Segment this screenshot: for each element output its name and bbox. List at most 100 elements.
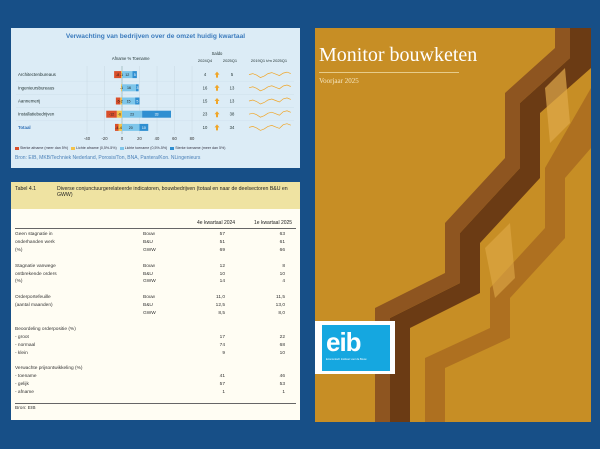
up-arrow-icon [214,84,220,91]
data-label: -8 [116,73,119,77]
x-tick-label: 80 [190,136,195,141]
chart-source: Bron: EIB, MKB/Techniek Nederland, Poros… [15,155,201,161]
table-row: - normaal 74 68 [11,343,300,350]
saldo-2024q4: 15 [203,99,208,104]
value-q4-2024: 57 [219,232,225,237]
up-arrow-icon [214,124,220,131]
data-label: -1 [120,73,123,77]
bar-lichte-toename [122,123,140,131]
table-row: Beoordeling orderpositie (%) [11,327,300,334]
bar-lichte-toename [122,84,136,92]
cover-subtitle: Voorjaar 2025 [319,77,359,85]
table-row: Stagnatie vanwege Bouw 12 8 [11,264,300,271]
value-q1-2025: 10 [279,271,285,277]
row-label: (%) [15,279,23,285]
table-row: - afname 1 1 [11,390,300,397]
data-label: -12 [109,113,114,117]
cover-title-rule [319,72,459,73]
table-row: (%) GWW 14 4 [11,279,300,286]
table-row: Verwachte prijsontwikkeling (%) [11,366,300,373]
table-row: GWW 8,5 8,0 [11,311,300,318]
up-arrow-icon [214,98,220,104]
data-label: 20 [129,126,133,130]
value-q1-2025: 10 [279,350,285,356]
value-q4-2024: 14 [219,279,225,285]
row-sector: GWW [143,279,156,285]
omzet-chart-panel: Verwachting van bedrijven over de omzet … [11,28,300,168]
value-q1-2025: 66 [279,247,285,253]
saldo-2025q1: 38 [230,112,235,117]
row-label: - toename [15,374,37,380]
data-label: 5 [134,73,136,77]
legend-entry: Sterke afname (meer dan 5%) [15,146,68,150]
data-label: -2 [120,99,123,103]
value-q4-2024: 10 [219,271,225,277]
row-sector: Bouw [143,232,155,237]
table-rule-top [15,228,296,229]
data-label: 3 [136,86,138,90]
data-label: -4 [115,126,118,130]
saldo-2025q1: 13 [230,85,235,90]
row-label: Totaal [18,125,31,130]
bar-lichte-afname [118,123,122,131]
value-q1-2025: 8,0 [278,311,285,316]
table-row: (aantal maanden) B&U 12,5 13,0 [11,303,300,310]
table-row: - toename 41 46 [11,374,300,381]
trend-sparkline [248,84,291,92]
value-q1-2025: 63 [279,232,285,237]
table-row: Orderportefeuille Bouw 11,0 11,5 [11,295,300,302]
data-label: -5 [116,99,119,103]
row-sector: B&U [143,271,153,277]
data-label: 15 [127,99,131,103]
row-label: ontbrekende orders [15,271,57,277]
data-label: -1 [120,86,123,90]
report-cover: Monitor bouwketen Voorjaar 2025 eib Econ… [315,28,591,422]
bar-sterke-afname [106,110,117,118]
value-q1-2025: 22 [279,334,285,340]
x-tick-label: 40 [155,136,160,141]
table-row: - gelijk 57 53 [11,382,300,389]
value-q4-2024: 51 [219,239,225,245]
row-label: - normaal [15,342,36,348]
bar-lichte-afname [120,97,122,105]
value-q4-2024: 57 [219,382,225,388]
row-sector: GWW [143,311,156,316]
x-tick-label: -40 [84,136,91,141]
legend-entry: Lichte afname (0,5%-5%) [71,146,117,150]
data-label: 33 [155,113,159,117]
bar-lichte-afname [116,110,122,118]
saldo-2025q1: 5 [231,72,234,77]
row-label: - klein [15,350,28,356]
value-q4-2024: 12 [219,263,225,269]
saldo-2024q4: 16 [203,85,208,90]
table-row: (%) GWW 69 66 [11,248,300,255]
value-q1-2025: 13,0 [275,303,285,309]
table-row [11,256,300,263]
row-label: Ingenieursbureaus [18,85,55,90]
bar-sterke-afname [115,123,119,131]
value-q4-2024: 17 [219,334,225,340]
value-q1-2025: 46 [279,374,285,380]
value-q4-2024: 1 [222,390,225,395]
bar-sterke-toename [142,110,171,118]
header-2025q1: 2025Q1 [223,58,238,63]
data-label: -6 [118,113,121,117]
up-arrow-icon [214,71,220,78]
indicator-table-panel: Tabel 4.1 Diverse conjunctuurgerelateerd… [11,182,300,420]
up-arrow-icon [214,111,220,118]
table-rule-bottom [15,403,296,404]
data-label: 16 [127,86,131,90]
chart-legend: Sterke afname (meer dan 5%) Lichte afname… [15,146,228,150]
trend-sparkline [248,123,291,131]
value-q1-2025: 68 [279,342,285,348]
legend-entry: Lichte toename (0,5%-5%) [120,146,168,150]
saldo-2024q4: 4 [204,72,207,77]
value-q1-2025: 8 [282,263,285,269]
value-q1-2025: 61 [279,239,285,245]
saldo-2024q4: 10 [203,125,208,130]
logo-subtext: Economisch Instituut voor de Bouw [326,358,367,361]
chart-title: Verwachting van bedrijven over de omzet … [65,33,246,40]
eib-logo-mark: eib Economisch Instituut voor de Bouw [322,325,390,371]
header-trend: 2019Q1 t/m 2025Q1 [251,58,288,63]
table-row [11,358,300,365]
